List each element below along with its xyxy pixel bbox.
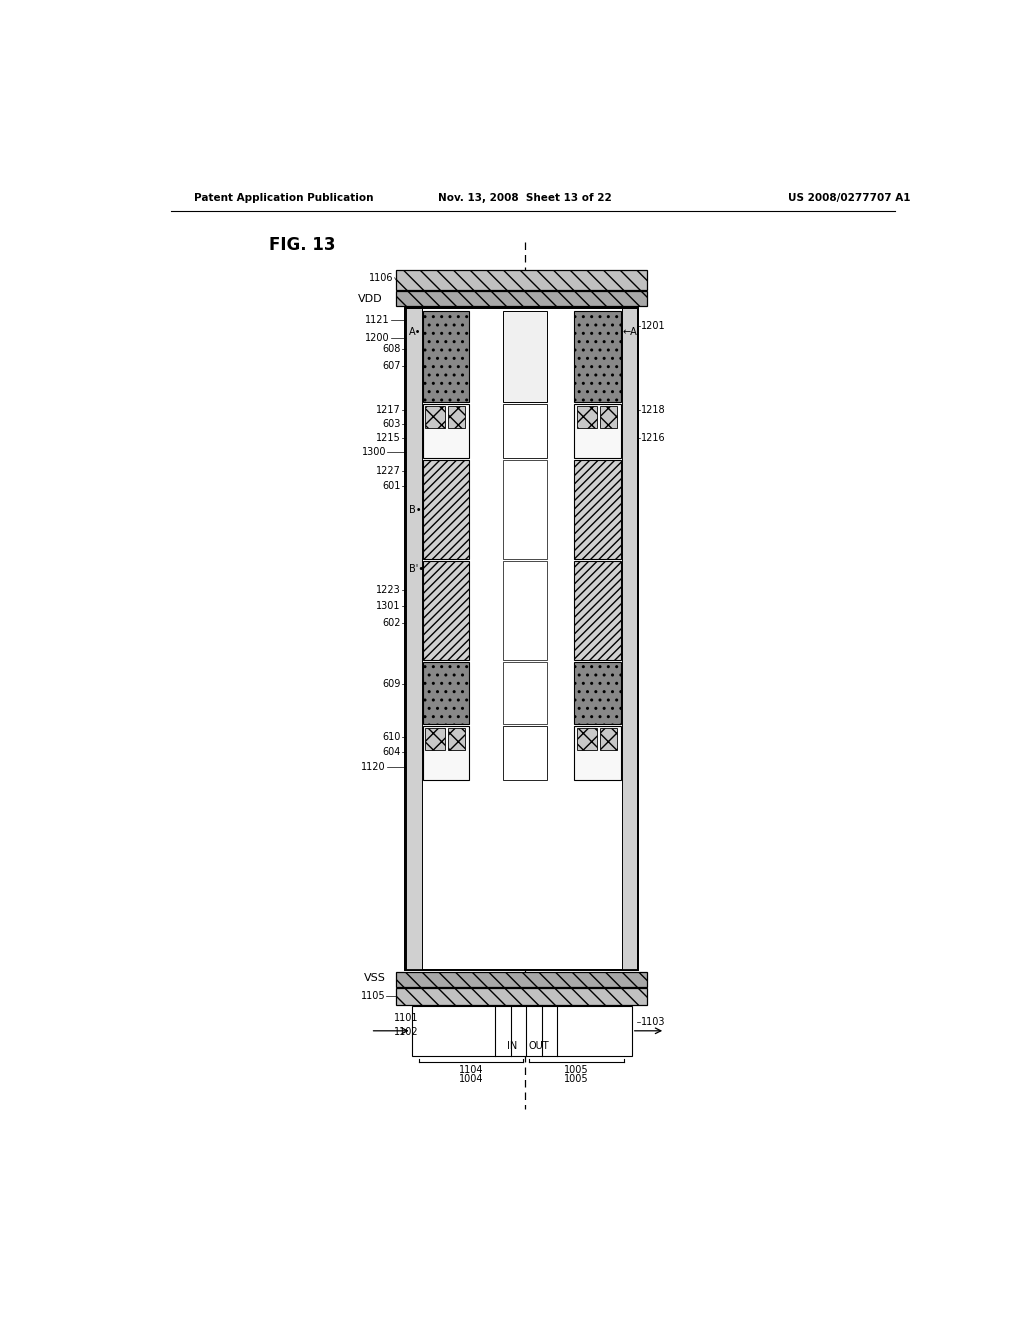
Text: 1300: 1300 [361, 446, 386, 457]
Bar [396, 987, 647, 1005]
Text: VSS: VSS [364, 973, 385, 982]
Text: B'•: B'• [409, 564, 424, 574]
Text: Patent Application Publication: Patent Application Publication [194, 194, 374, 203]
Text: 1223: 1223 [376, 585, 400, 595]
Text: 609: 609 [382, 678, 400, 689]
Text: A•: A• [409, 327, 421, 338]
Text: 1216: 1216 [641, 433, 666, 444]
Bar [503, 312, 547, 401]
Bar [577, 729, 597, 750]
Text: 608: 608 [382, 345, 400, 354]
Bar [574, 726, 621, 780]
Text: FIG. 13: FIG. 13 [269, 236, 336, 253]
Bar [503, 663, 547, 723]
Text: 1101: 1101 [394, 1014, 419, 1023]
Bar [574, 561, 621, 660]
Bar [423, 312, 469, 401]
Bar [423, 461, 469, 558]
Text: 602: 602 [382, 618, 400, 628]
Bar [396, 271, 647, 290]
Text: 1120: 1120 [361, 763, 386, 772]
Bar [423, 561, 469, 660]
Bar [423, 404, 469, 458]
Bar [574, 312, 621, 401]
Text: 1301: 1301 [376, 601, 400, 611]
Bar [503, 404, 547, 458]
Bar [574, 461, 621, 558]
Text: 1106: 1106 [370, 273, 394, 282]
Text: 1201: 1201 [641, 321, 666, 331]
Text: 1121: 1121 [366, 315, 390, 325]
Text: 1218: 1218 [641, 405, 666, 416]
Text: 1005: 1005 [564, 1065, 589, 1074]
Text: IN: IN [507, 1041, 517, 1051]
Bar [406, 308, 638, 970]
Bar [503, 461, 547, 558]
Bar [407, 308, 422, 970]
Text: 1215: 1215 [376, 433, 400, 444]
Text: 1005: 1005 [564, 1074, 589, 1084]
Bar [622, 308, 637, 970]
Bar [425, 407, 445, 428]
Bar [600, 729, 617, 750]
Text: US 2008/0277707 A1: US 2008/0277707 A1 [787, 194, 910, 203]
Text: 1217: 1217 [376, 405, 400, 416]
Text: 604: 604 [382, 747, 400, 758]
Bar [423, 663, 469, 723]
Bar [577, 407, 597, 428]
Text: 1104: 1104 [459, 1065, 483, 1074]
Text: 1200: 1200 [366, 333, 390, 343]
Text: 610: 610 [382, 731, 400, 742]
Bar [503, 726, 547, 780]
Text: ←A': ←A' [623, 327, 640, 338]
Bar [412, 1006, 632, 1056]
Bar [449, 729, 465, 750]
Bar [396, 972, 647, 987]
Bar [574, 404, 621, 458]
Bar [396, 290, 647, 306]
Text: 1227: 1227 [376, 466, 400, 477]
Text: 603: 603 [382, 418, 400, 429]
Bar [449, 407, 465, 428]
Bar [600, 407, 617, 428]
Text: 1105: 1105 [360, 991, 385, 1001]
Text: Nov. 13, 2008  Sheet 13 of 22: Nov. 13, 2008 Sheet 13 of 22 [438, 194, 611, 203]
Text: OUT: OUT [528, 1041, 549, 1051]
Text: 1103: 1103 [641, 1016, 666, 1027]
Text: 1004: 1004 [459, 1074, 483, 1084]
Bar [425, 729, 445, 750]
Text: 607: 607 [382, 362, 400, 371]
Text: 1102: 1102 [394, 1027, 419, 1036]
Bar [406, 308, 638, 970]
Bar [503, 561, 547, 660]
Text: B•: B• [409, 506, 421, 515]
Text: VDD: VDD [357, 294, 382, 305]
Bar [423, 726, 469, 780]
Text: 601: 601 [382, 482, 400, 491]
Bar [574, 663, 621, 723]
